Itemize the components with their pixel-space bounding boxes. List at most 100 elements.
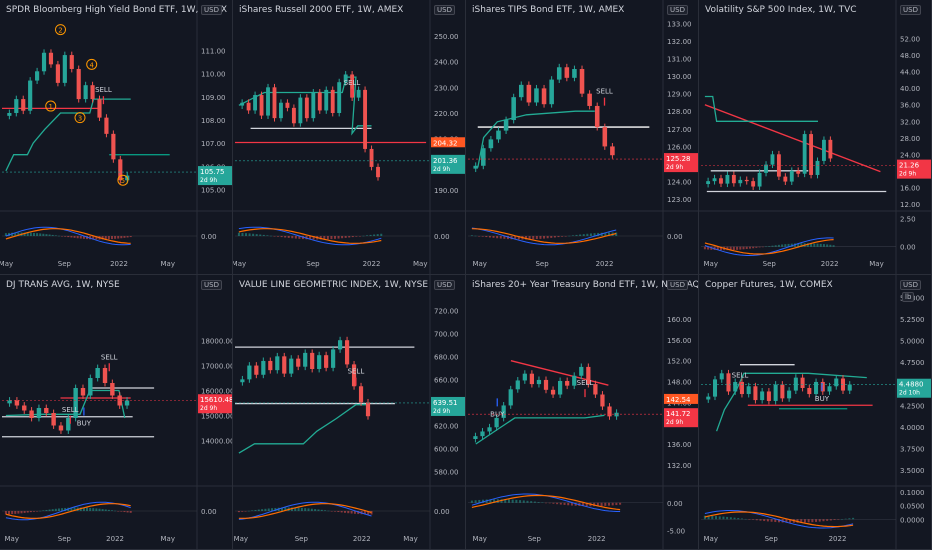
osc-histogram-bar [380,233,383,236]
osc-histogram-bar [806,243,809,247]
osc-signal-line [5,228,131,244]
candle-body [376,166,380,178]
candle-body [36,408,42,418]
osc-histogram-bar [70,507,73,511]
candle-body [343,74,348,83]
candle-body [55,64,60,83]
chart-panel[interactable]: 111.00110.00109.00108.00107.00106.00105.… [0,0,233,275]
y-tick-label: 111.00 [201,47,226,55]
chart-panel[interactable]: 5.50005.25005.00004.75004.50004.25004.00… [699,275,932,550]
osc-histogram-bar [98,508,101,511]
candle-body [7,113,12,116]
candle-body [834,378,839,387]
signal-label: BUY [815,395,830,403]
chart-svg: 52.00 48.00 44.00 40.00 36.00 32.00 28.00 24.00… [699,0,931,274]
y-tick-label: 700.00 [434,330,459,338]
osc-histogram-bar [17,511,20,514]
candle-body [820,381,825,392]
last-price-badge [431,396,465,416]
x-tick-label: 2022 [106,535,124,543]
chart-panel[interactable]: 18000.00 17000.00 16000.00 15000.00 14000.00… [0,275,233,550]
candle-body [118,159,123,181]
x-tick-label: 2022 [829,535,847,543]
x-tick-label: May [704,260,718,268]
candle-body [572,69,577,78]
y-tick-label: 3.7500 [900,445,925,453]
candle-body [488,139,494,149]
y-tick-label: 240.00 [434,59,459,67]
candle-body [358,386,364,403]
candle-body [503,120,509,131]
osc-histogram-bar [790,243,793,247]
x-tick-label: May [403,535,417,543]
y-tick-label: 230.00 [434,84,459,92]
currency-unit: USD [667,5,688,15]
osc-histogram-bar [259,234,262,236]
candle-body [496,130,501,140]
candle-body [828,139,833,159]
candle-body [285,102,290,108]
candle-body [793,377,798,391]
osc-histogram-bar [64,236,67,237]
osc-histogram-bar [57,508,60,511]
osc-tick-label: 0.0500 [900,503,925,511]
candle-body [296,358,301,367]
osc-macd-line [5,226,131,246]
osc-histogram-bar [563,502,566,505]
candle-body [310,352,315,369]
candle-body [751,181,756,187]
osc-histogram-bar [274,507,277,511]
chart-title: VALUE LINE GEOMETRIC INDEX, 1W, NYSE [239,280,428,290]
osc-histogram-bar [478,499,481,503]
osc-histogram-bar [755,246,758,248]
candle-body [41,52,47,72]
osc-histogram-bar [29,511,32,513]
x-tick-label: May [233,260,246,268]
candle-body [247,365,252,380]
osc-histogram-bar [514,236,517,240]
candle-body [337,82,342,113]
osc-signal-line [704,511,854,528]
osc-histogram-bar [482,499,485,503]
osc-histogram-bar [504,499,507,503]
osc-histogram-bar [800,519,803,523]
trailing-stop-line [238,404,368,454]
osc-histogram-bar [114,510,117,512]
chart-panel[interactable]: 720.00700.00680.00660.00640.00620.00600.… [233,275,466,550]
osc-histogram-bar [832,245,835,247]
candle-body [815,160,820,175]
last-price-value: 15610.48 [200,396,233,404]
candle-body [738,179,743,184]
osc-histogram-bar [101,509,104,511]
chart-panel[interactable]: 133.00 132.00 131.00 130.00 129.00 128.00 127.… [466,0,699,275]
candle-body [565,380,570,386]
y-tick-label: 110.00 [201,71,226,79]
candle-body [275,356,280,371]
osc-histogram-bar [470,235,473,236]
osc-histogram-bar [39,233,42,236]
osc-histogram-bar [489,499,492,503]
osc-histogram-bar [262,234,265,236]
y-tick-label: 5.0000 [900,338,925,346]
osc-histogram-bar [739,246,742,250]
osc-histogram-bar [818,519,821,522]
chart-panel[interactable]: 250.00240.00230.00220.00210.00200.00190.… [233,0,466,275]
osc-macd-line [5,501,131,521]
osc-histogram-bar [101,236,104,240]
osc-histogram-bar [511,499,514,503]
osc-histogram-bar [273,236,276,237]
osc-histogram-bar [582,502,585,507]
candle-body [744,179,749,182]
chart-panel[interactable]: 160.00156.00152.00148.00144.00140.00136.… [466,275,699,550]
osc-histogram-bar [17,232,20,236]
osc-histogram-bar [269,235,272,237]
candle-body [610,146,615,156]
osc-histogram-bar [716,246,719,251]
osc-histogram-bar [297,507,300,511]
trend-line [704,104,881,173]
x-tick-label: Sep [528,535,542,543]
osc-histogram-bar [314,509,317,511]
osc-histogram-bar [557,236,560,238]
signal-label: SELL [732,372,749,380]
chart-panel[interactable]: 52.00 48.00 44.00 40.00 36.00 32.00 28.00 24.00… [699,0,932,275]
